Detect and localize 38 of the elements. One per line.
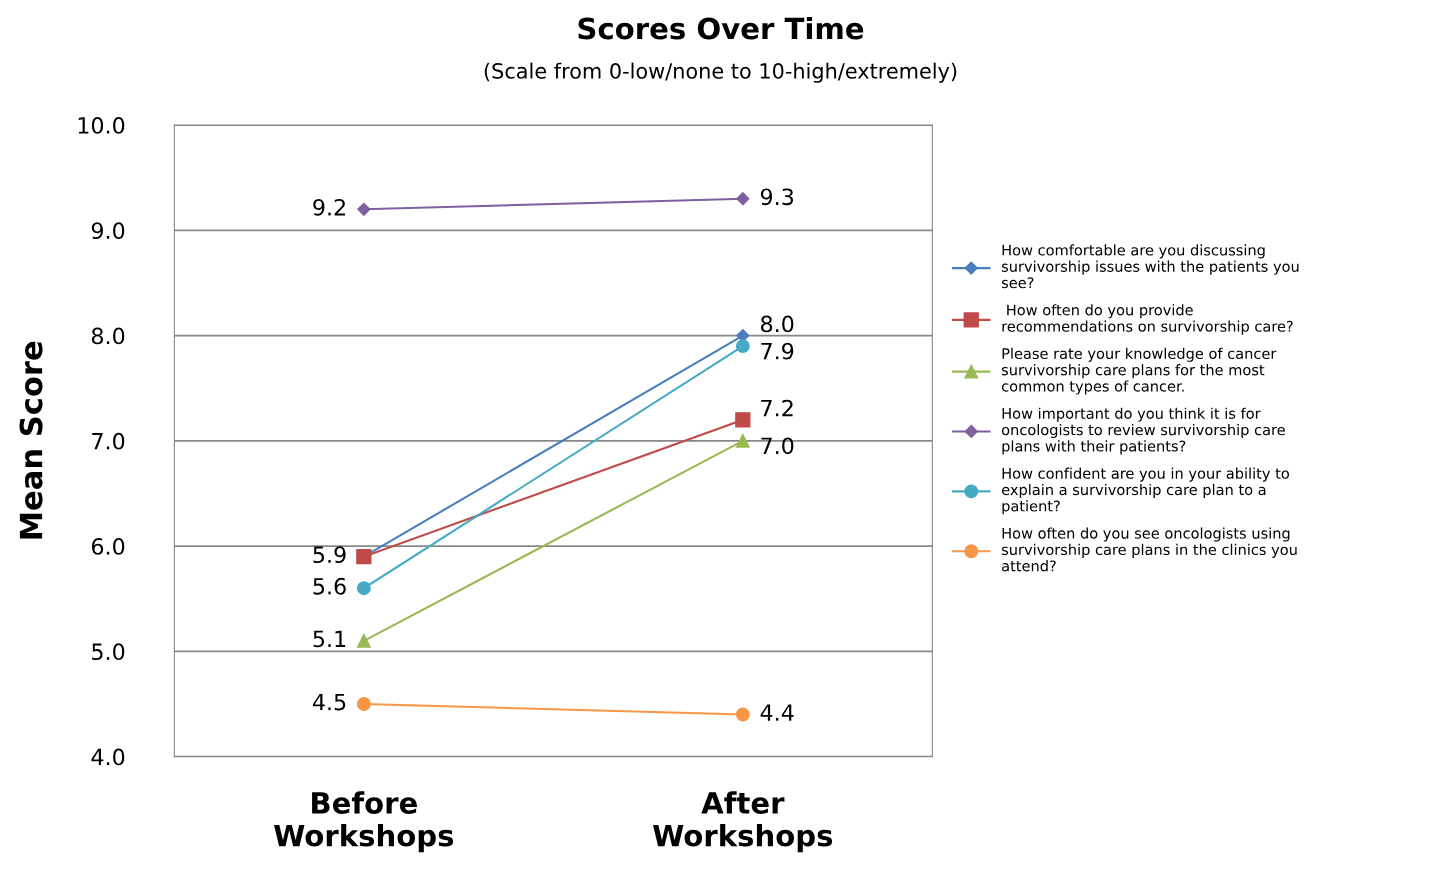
point	[735, 339, 750, 354]
data-label: 9.3	[760, 188, 794, 206]
y-tick-label: 9.0	[91, 222, 125, 240]
x-tick-label: After Workshops	[653, 791, 833, 853]
y-tick-label: 4.0	[91, 748, 125, 766]
data-label: 7.9	[761, 342, 794, 360]
data-label: 7.0	[761, 437, 794, 455]
chart-title: Scores Over Time	[578, 16, 864, 40]
y-axis-title: Mean Score	[19, 341, 43, 539]
point	[357, 202, 371, 216]
point	[735, 707, 750, 722]
data-label: 7.2	[761, 399, 793, 417]
y-tick-label: 7.0	[92, 432, 125, 450]
data-label: 5.9	[313, 546, 346, 564]
data-label: 5.6	[313, 577, 346, 595]
data-label: 5.1	[313, 630, 346, 648]
point	[356, 633, 371, 648]
legend-label: How often do you see oncologists using survivorship care plans in the clinics you attend?	[1001, 527, 1297, 572]
point	[736, 192, 750, 206]
chart-subtitle: (Scale from 0-low/none to 10-high/extremely)	[484, 62, 957, 83]
data-label: 4.5	[312, 693, 346, 711]
data-label: 9.2	[313, 198, 345, 216]
y-tick-label: 6.0	[91, 538, 125, 555]
legend-label: How confident are you in your ability to explain a survivorship care plan to a patient?	[1001, 467, 1289, 515]
y-tick-label: 5.0	[92, 643, 125, 661]
y-tick-label: 8.0	[91, 327, 125, 345]
legend-label: How often do you provide recommendations on survivorship care?	[1002, 304, 1293, 335]
legend-label: How comfortable are you discussing survivorship issues with the patients you see?	[1001, 244, 1299, 289]
point	[735, 433, 750, 448]
legend-label: How important do you think it is for oncologists to review survivorship care plans with their patients?	[1001, 407, 1285, 455]
legend-label: Please rate your knowledge of cancer survivorship care plans for the most common types of cancer.	[1001, 347, 1277, 395]
data-label: 4.4	[760, 704, 794, 721]
point	[356, 697, 371, 711]
point	[735, 412, 751, 428]
y-tick-label: 10.0	[78, 117, 125, 134]
data-label: 8.0	[761, 315, 794, 333]
x-tick-label: Before Workshops	[274, 791, 454, 853]
point	[356, 581, 371, 596]
